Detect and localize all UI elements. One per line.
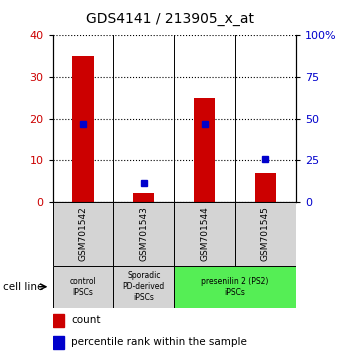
Text: control
IPSCs: control IPSCs — [70, 277, 97, 297]
Text: GDS4141 / 213905_x_at: GDS4141 / 213905_x_at — [86, 12, 254, 27]
Bar — [174, 202, 235, 266]
Bar — [53, 336, 64, 349]
Text: GSM701543: GSM701543 — [139, 206, 148, 261]
Bar — [255, 173, 276, 202]
Text: GSM701545: GSM701545 — [261, 206, 270, 261]
Bar — [194, 98, 215, 202]
Text: presenilin 2 (PS2)
iPSCs: presenilin 2 (PS2) iPSCs — [201, 277, 269, 297]
Bar — [72, 56, 94, 202]
Text: GSM701544: GSM701544 — [200, 206, 209, 261]
Bar — [174, 266, 296, 308]
Bar — [53, 266, 114, 308]
Text: percentile rank within the sample: percentile rank within the sample — [71, 337, 247, 348]
Text: Sporadic
PD-derived
iPSCs: Sporadic PD-derived iPSCs — [123, 271, 165, 302]
Bar — [53, 202, 114, 266]
Text: cell line: cell line — [3, 282, 44, 292]
Bar — [53, 314, 64, 327]
Text: count: count — [71, 315, 100, 325]
Bar — [133, 193, 154, 202]
Bar — [235, 202, 296, 266]
Bar — [114, 266, 174, 308]
Bar — [114, 202, 174, 266]
Text: GSM701542: GSM701542 — [79, 206, 88, 261]
